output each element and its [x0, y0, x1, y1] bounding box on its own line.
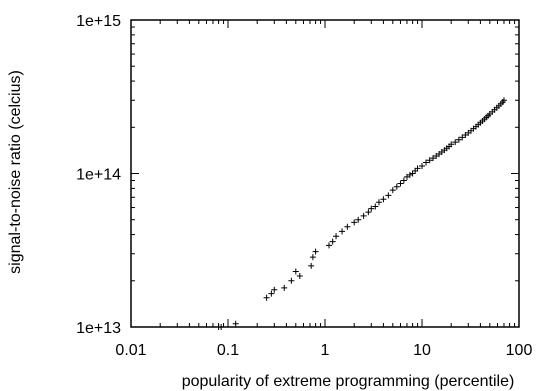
data-point [271, 286, 278, 293]
y-tick-label: 1e+14 [76, 167, 121, 184]
data-point [385, 192, 392, 199]
data-points [215, 97, 507, 330]
data-point [397, 180, 404, 187]
data-point [419, 162, 425, 169]
data-point [455, 136, 462, 143]
data-point [426, 157, 433, 164]
x-tick-label: 0.1 [217, 342, 239, 359]
data-point [389, 187, 396, 194]
data-point [355, 216, 362, 223]
data-point [218, 324, 225, 330]
data-point [296, 272, 303, 279]
data-point [372, 203, 379, 210]
data-point [232, 320, 239, 327]
data-point [365, 209, 372, 216]
data-point [452, 139, 459, 146]
data-point [344, 223, 351, 230]
data-point [312, 248, 319, 255]
data-point [309, 254, 316, 261]
plot-area [130, 19, 520, 328]
data-point [368, 205, 375, 212]
data-point [409, 170, 416, 177]
data-point [414, 165, 421, 172]
data-point [268, 290, 275, 297]
data-point [326, 242, 333, 249]
plot-frame [130, 19, 520, 328]
data-point [380, 196, 387, 203]
x-tick-label: 0.01 [115, 342, 146, 359]
data-point [430, 155, 437, 162]
data-point [406, 171, 413, 178]
x-tick-label: 100 [506, 342, 533, 359]
data-point [292, 268, 299, 275]
data-point [448, 141, 455, 148]
x-axis-label: popularity of extreme programming (perce… [182, 373, 515, 390]
x-axis-ticks: 0.01 0.1 1 10 100 [115, 20, 532, 359]
data-point [288, 277, 295, 284]
y-tick-label: 1e+13 [76, 320, 121, 337]
data-point [308, 262, 315, 269]
data-point [393, 183, 400, 190]
data-point [281, 284, 288, 291]
data-point [400, 177, 407, 184]
data-point [360, 212, 367, 219]
data-point [500, 97, 507, 104]
data-point [329, 238, 336, 245]
y-axis-label: signal-to-noise ratio (celcius) [7, 70, 24, 274]
data-point [459, 134, 466, 141]
data-point [423, 159, 430, 166]
y-tick-label: 1e+15 [76, 13, 121, 30]
x-tick-label: 10 [413, 342, 431, 359]
y-axis-ticks: 1e+13 1e+14 1e+15 [76, 13, 519, 337]
data-point [375, 199, 382, 206]
data-point [351, 219, 358, 226]
data-point [263, 294, 270, 301]
data-point [339, 228, 346, 235]
data-point [333, 233, 340, 240]
x-tick-label: 1 [321, 342, 330, 359]
